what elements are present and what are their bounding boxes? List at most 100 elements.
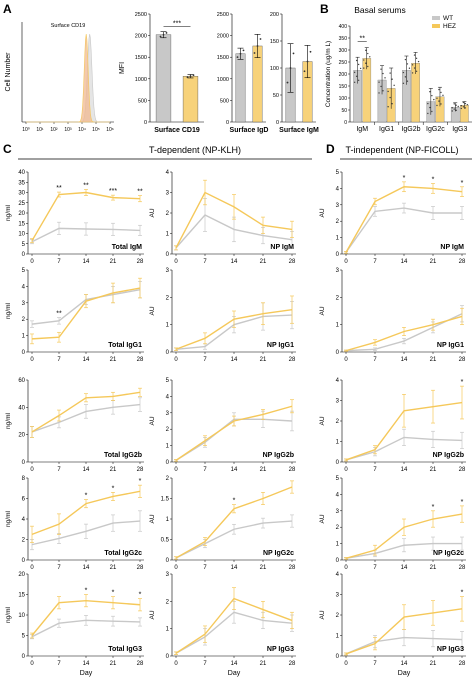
data-dot [438,88,440,91]
x-tick-label: 21 [260,259,267,265]
chart-label: Total IgM [112,244,142,251]
x-tick-label: 0 [344,357,348,363]
y-tick-label: 1 [336,323,340,329]
line-chart-c-np-igg3: 0 1 2 3 0 7 14 21 28 AU Day NP IgG3 [149,572,296,677]
y-tick-label: 500 [220,98,229,104]
data-dot [440,91,442,94]
data-dot [363,59,365,61]
x-tick-label: 14 [401,357,408,363]
x-tick-label: 21 [430,661,437,667]
significance-label: * [112,485,115,492]
data-dot [453,103,455,105]
data-dot [253,52,256,54]
data-dot [436,104,438,107]
y-tick-label: 5 [22,242,26,248]
y-tick-label: 40 [18,405,25,411]
x-tick-label: 28 [459,467,466,473]
surface-cd19-histogram: Surface CD19 Cell Number 10⁰ 10¹ 10² 10³ 10⁴ 10… [5,22,114,133]
x-tick-label: 28 [137,259,144,265]
y-tick-label: 5 [22,268,26,274]
data-dot [406,63,409,65]
y-tick-label: 0 [166,558,170,564]
x-tick-label: 21 [110,661,117,667]
y-axis-label: AU [149,208,156,217]
x-tick-label: 14 [401,565,408,571]
data-dot [162,33,165,36]
data-dot [239,52,242,55]
bar-wt [235,53,246,123]
x-tick-label: 21 [260,661,267,667]
x-tick-label: 28 [459,661,466,667]
significance-label: * [233,498,236,505]
data-dot [357,79,360,82]
y-tick-label: 2000 [217,34,229,40]
data-dot [455,104,457,106]
y-tick-label: 15 [18,593,25,599]
x-tick-label: 7 [373,565,377,571]
y-tick-label: 10 [18,613,25,619]
data-dot [380,68,382,70]
x-tick-label: 0 [344,661,348,667]
data-dot [355,75,358,78]
histogram-x-tick-label: 10⁵ [92,127,100,133]
histogram-x-tick-label: 10¹ [36,127,44,133]
y-tick-label: 20 [18,433,25,439]
data-dot [466,103,469,106]
significance-label: * [112,590,115,597]
y-tick-label: 5 [336,476,340,482]
x-tick-label: 21 [430,467,437,473]
data-dot [303,70,306,73]
y-axis-label: ng/ml [5,205,12,221]
y-tick-label: 3 [166,572,170,578]
x-tick-label: 14 [83,259,90,265]
significance-label: ** [359,36,365,43]
line-chart-d-np-igg1: 0 1 2 3 0 7 14 21 28 AU NP IgG1 [319,268,466,363]
legend-label-wt: WT [443,15,453,22]
x-tick-label: 28 [459,357,466,363]
y-tick-label: 50 [341,108,347,114]
significance-label: * [461,590,464,597]
data-dot [367,65,369,68]
data-dot [309,50,312,53]
data-dot [438,100,440,102]
y-tick-label: 2500 [135,12,147,18]
x-tick-label: 14 [401,467,408,473]
y-axis-label: ng/ml [5,413,12,429]
x-tick-label: 28 [459,259,466,265]
y-tick-label: 1 [166,517,170,523]
data-dot [192,74,195,77]
data-dot [306,60,309,63]
y-tick-label: 150 [339,84,348,90]
data-dot [393,84,395,87]
chart-label: Total IgG3 [108,646,142,653]
y-axis-label: ng/ml [5,607,12,623]
y-tick-label: 0 [336,654,340,660]
y-tick-label: 0 [344,120,347,126]
panel-letter-c: C [3,142,12,156]
y-tick-label: 2 [166,211,170,217]
data-dot [451,110,453,112]
x-tick-label: 0 [174,259,178,265]
data-dot [363,67,365,69]
x-axis-label: Day [228,670,241,677]
data-dot [429,106,431,109]
x-tick-label: 7 [203,565,207,571]
data-dot [165,32,168,34]
x-tick-label: 14 [231,357,238,363]
chart-label: Total IgG2c [104,550,142,557]
y-tick-label: 30 [18,191,25,197]
data-dot [236,56,239,59]
chart-label: NP IgG3 [267,646,294,653]
data-dot [442,94,444,97]
data-dot [355,59,358,62]
y-tick-label: 1 [166,323,170,329]
x-tick-label: 0 [30,661,34,667]
data-dot [453,108,455,110]
x-tick-label: IgG1 [379,126,394,133]
y-tick-label: 0 [336,252,340,258]
x-tick-label: 14 [83,565,90,571]
y-tick-label: 4 [336,186,340,192]
y-tick-label: 400 [339,24,348,30]
